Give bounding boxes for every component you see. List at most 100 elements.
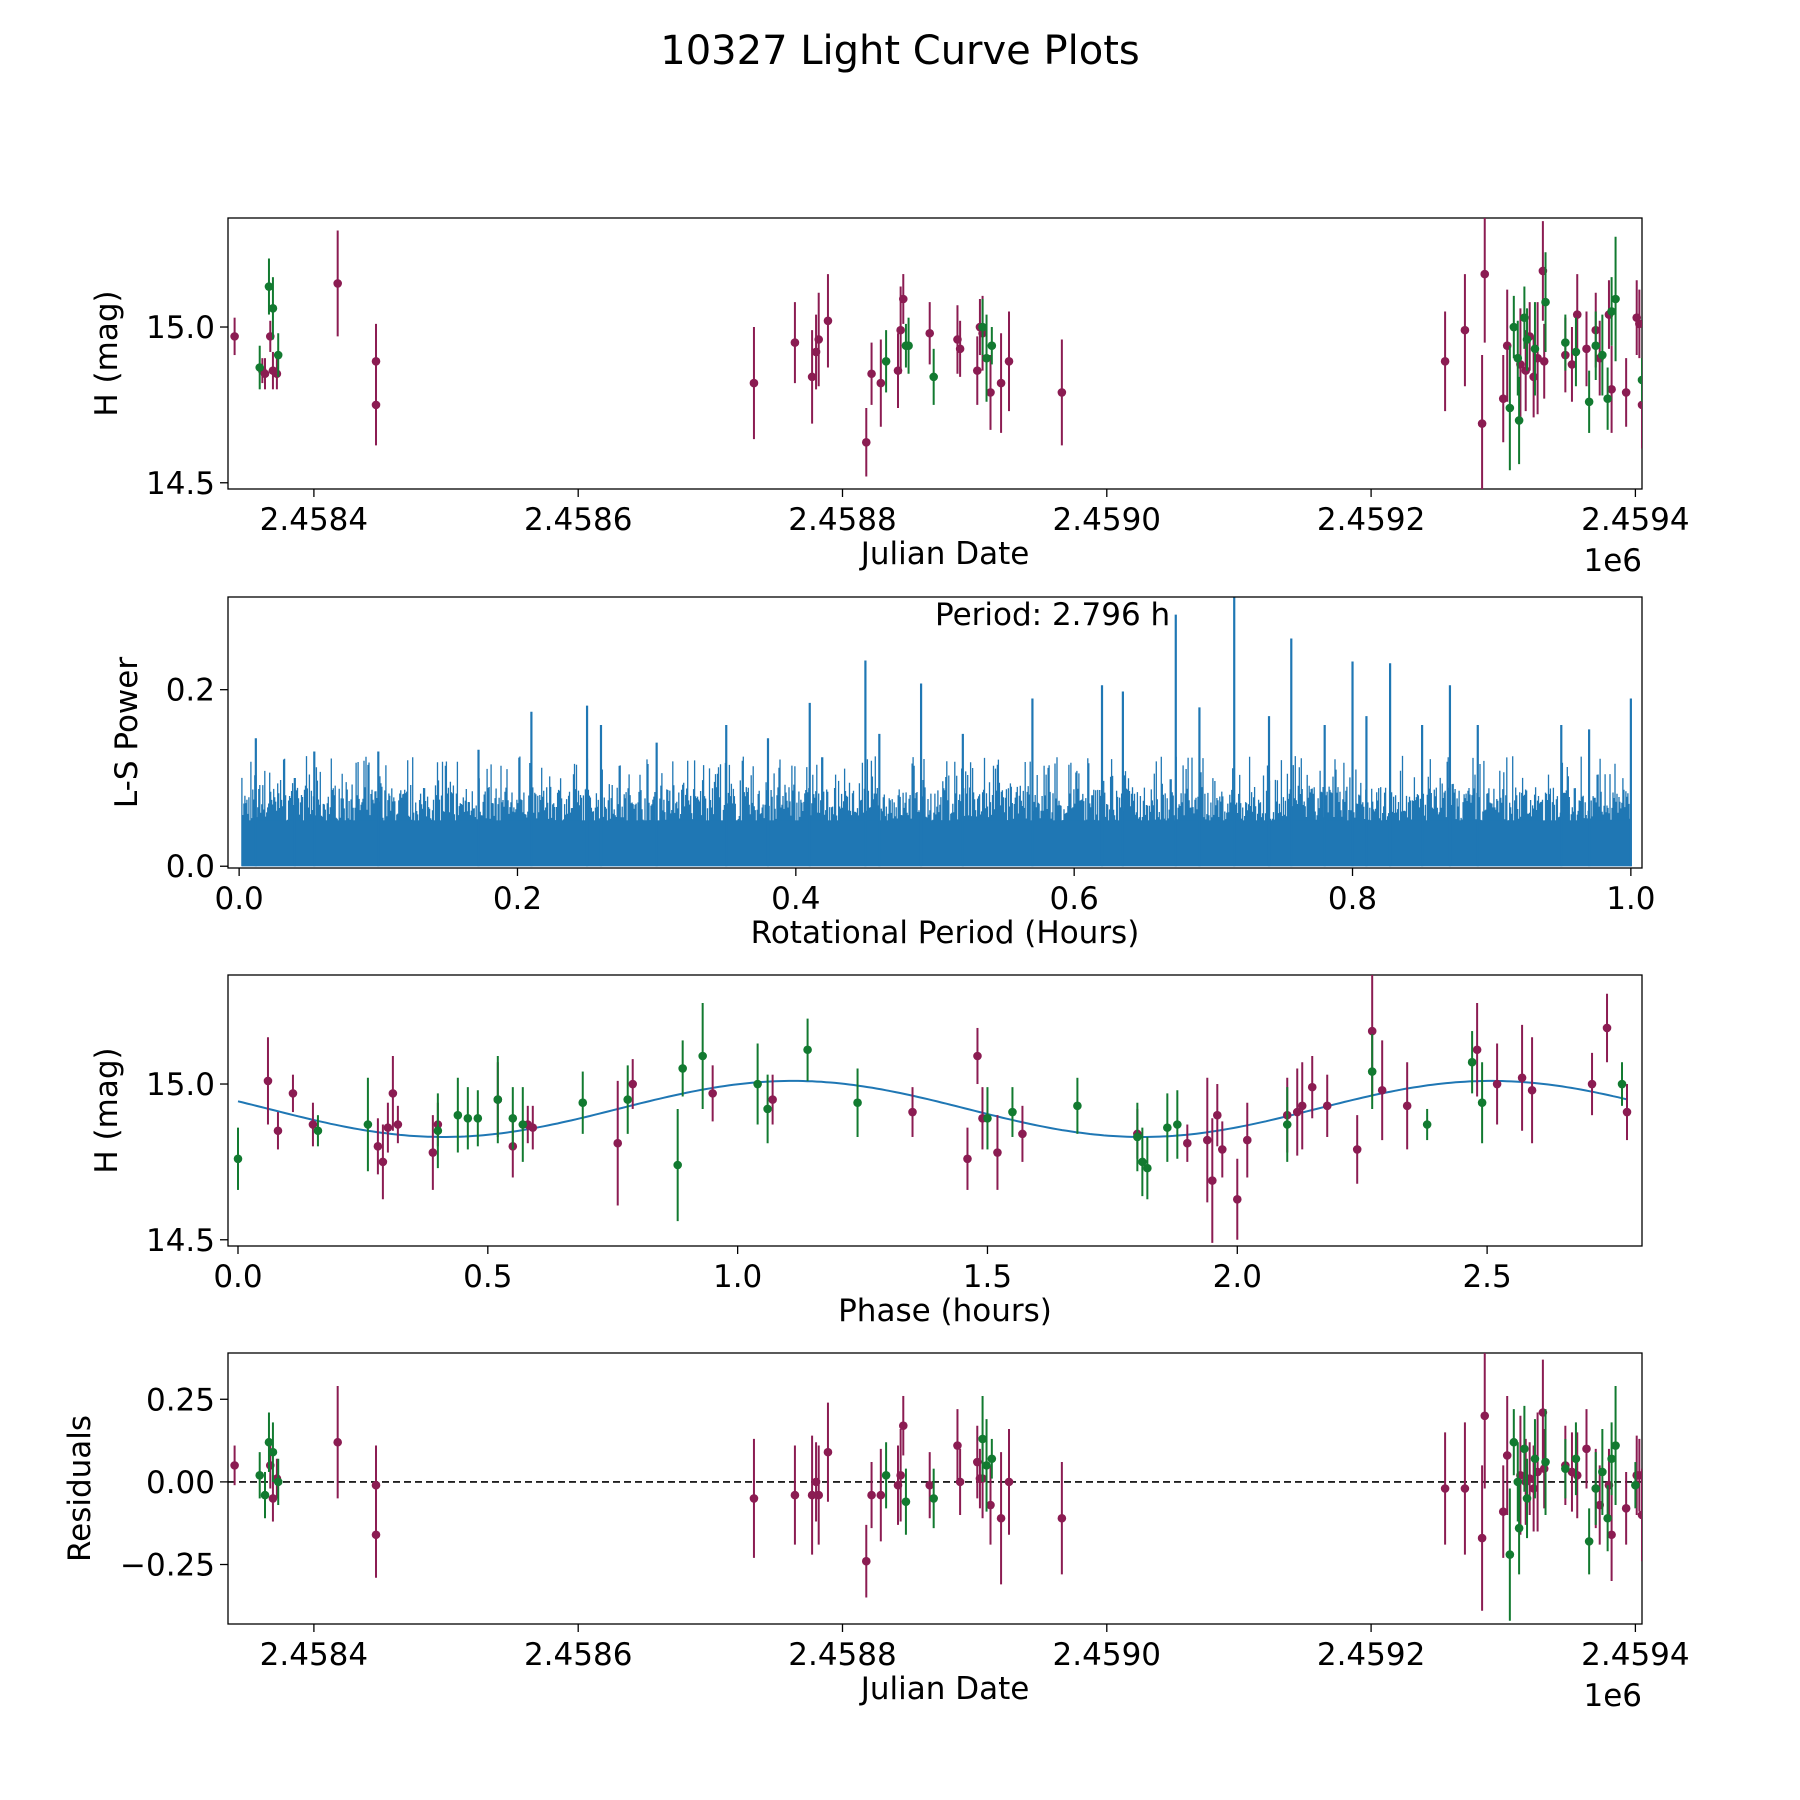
phase-point-magenta — [963, 1154, 972, 1164]
phase-point-magenta — [1232, 1194, 1242, 1204]
residuals-point-magenta — [823, 1447, 833, 1457]
phase-point-magenta — [528, 1123, 538, 1132]
phase-point-magenta — [973, 1051, 982, 1061]
lightcurve-point-green — [1591, 341, 1601, 351]
phase-point-green — [1422, 1120, 1432, 1129]
lightcurve-point-magenta — [986, 388, 995, 397]
phase-point-green — [313, 1126, 323, 1136]
residuals-point-green — [1584, 1537, 1594, 1546]
lightcurve-ylabel: H (mag) — [89, 290, 125, 416]
phase-point-green — [433, 1126, 443, 1136]
phase-point-green — [1008, 1107, 1017, 1117]
residuals-point-green — [264, 1437, 274, 1447]
periodogram-xtick-label: 0.4 — [771, 881, 820, 917]
lightcurve-point-magenta — [333, 279, 342, 288]
lightcurve-point-green — [1509, 322, 1519, 332]
residuals-point-magenta — [807, 1490, 817, 1500]
phase-point-magenta — [1402, 1101, 1412, 1111]
phase-ytick-label: 15.0 — [146, 1067, 215, 1103]
phase-point-green — [518, 1120, 528, 1129]
lightcurve-point-green — [255, 363, 265, 372]
lightcurve-point-magenta — [996, 378, 1006, 388]
residuals-point-magenta — [896, 1470, 905, 1480]
residuals-point-magenta — [955, 1477, 965, 1487]
residuals-point-green — [987, 1454, 997, 1464]
lightcurve-point-green — [987, 341, 997, 351]
residuals-point-magenta — [1480, 1411, 1490, 1421]
lightcurve-xlabel: Julian Date — [859, 536, 1030, 572]
periodogram-frame — [227, 596, 1643, 869]
lightcurve-point-magenta — [1460, 325, 1470, 335]
lightcurve-point-green — [978, 322, 987, 332]
phase-point-magenta — [1183, 1138, 1192, 1148]
phase-point-green — [983, 1113, 992, 1123]
lightcurve-point-magenta — [1635, 319, 1642, 329]
lightcurve-xtick-label: 2.4590 — [1053, 502, 1161, 538]
periodogram-xtick-label: 0.2 — [493, 881, 542, 917]
periodogram-xtick-label: 0.8 — [1328, 881, 1377, 917]
phase-xtick-label: 1.5 — [963, 1259, 1012, 1295]
lightcurve-point-magenta — [955, 344, 965, 354]
lightcurve-point-magenta — [925, 328, 935, 338]
lightcurve-point-green — [1513, 353, 1523, 363]
phase-point-magenta — [1208, 1176, 1217, 1185]
lightcurve-point-magenta — [1621, 388, 1631, 397]
lightcurve-point-magenta — [1582, 344, 1591, 354]
phase-point-magenta — [378, 1157, 388, 1167]
lightcurve-xtick-label: 2.4584 — [260, 502, 368, 538]
phase-point-green — [233, 1154, 243, 1164]
residuals-point-green — [881, 1470, 891, 1480]
lightcurve-ytick-label: 14.5 — [146, 466, 215, 502]
phase-point-magenta — [1367, 1026, 1377, 1036]
residuals-points — [230, 1353, 1642, 1621]
residuals-xtick-label: 2.4594 — [1581, 1637, 1689, 1673]
residuals-ytick-label: 0.25 — [146, 1382, 215, 1418]
phase-point-magenta — [1492, 1079, 1502, 1089]
residuals-ytick-label: −0.25 — [120, 1548, 215, 1584]
residuals-point-green — [255, 1470, 265, 1480]
lightcurve-point-magenta — [1572, 310, 1582, 319]
lightcurve-point-magenta — [272, 369, 282, 379]
periodogram-ytick-label: 0.0 — [166, 849, 215, 885]
phase-point-green — [363, 1120, 373, 1129]
lightcurve-point-green — [1607, 307, 1616, 316]
phase-model-curve — [237, 1079, 1628, 1138]
lightcurve-point-magenta — [1480, 269, 1490, 279]
lightcurve-point-green — [1522, 335, 1532, 344]
phase-xtick-label: 2.5 — [1462, 1259, 1511, 1295]
phase-point-green — [673, 1160, 682, 1170]
periodogram-fill — [241, 820, 1631, 867]
lightcurve-point-magenta — [371, 356, 381, 366]
lightcurve-point-magenta — [1637, 400, 1642, 410]
phase-point-magenta — [1587, 1079, 1597, 1089]
residuals-point-green — [1561, 1464, 1570, 1473]
phase-point-magenta — [1242, 1135, 1252, 1145]
residuals-point-magenta — [749, 1494, 759, 1503]
residuals-point-green — [1514, 1523, 1524, 1533]
lightcurve-point-green — [1530, 344, 1540, 354]
phase-point-green — [1477, 1098, 1487, 1108]
phase-point-magenta — [1527, 1085, 1537, 1095]
residuals-ylabel: Residuals — [62, 1415, 98, 1562]
lightcurve-panel: 2.4584 2.4586 2.4588 2.4590 2.4592 2.4594 14.5… — [89, 217, 1690, 579]
lightcurve-point-magenta — [1440, 356, 1450, 366]
residuals-point-green — [1611, 1441, 1620, 1450]
phase-point-magenta — [993, 1148, 1002, 1157]
residuals-point-magenta — [1572, 1470, 1582, 1480]
phase-point-green — [1143, 1163, 1152, 1173]
phase-point-magenta — [273, 1126, 283, 1136]
phase-point-green — [493, 1095, 503, 1104]
residuals-point-magenta — [1004, 1477, 1014, 1487]
residuals-point-magenta — [898, 1421, 908, 1431]
phase-point-magenta — [263, 1076, 273, 1086]
phase-ytick-label: 14.5 — [146, 1223, 215, 1259]
residuals-point-magenta — [1635, 1470, 1642, 1480]
lightcurve-xtick-label: 2.4588 — [788, 502, 896, 538]
lightcurve-ytick-label: 15.0 — [146, 310, 215, 346]
residuals-ytick-label: 0.00 — [146, 1465, 215, 1501]
phase-point-magenta — [1517, 1073, 1527, 1083]
residuals-point-green — [1571, 1454, 1581, 1464]
phase-point-magenta — [1307, 1082, 1317, 1092]
phase-point-magenta — [428, 1148, 438, 1157]
residuals-point-magenta — [996, 1513, 1006, 1523]
